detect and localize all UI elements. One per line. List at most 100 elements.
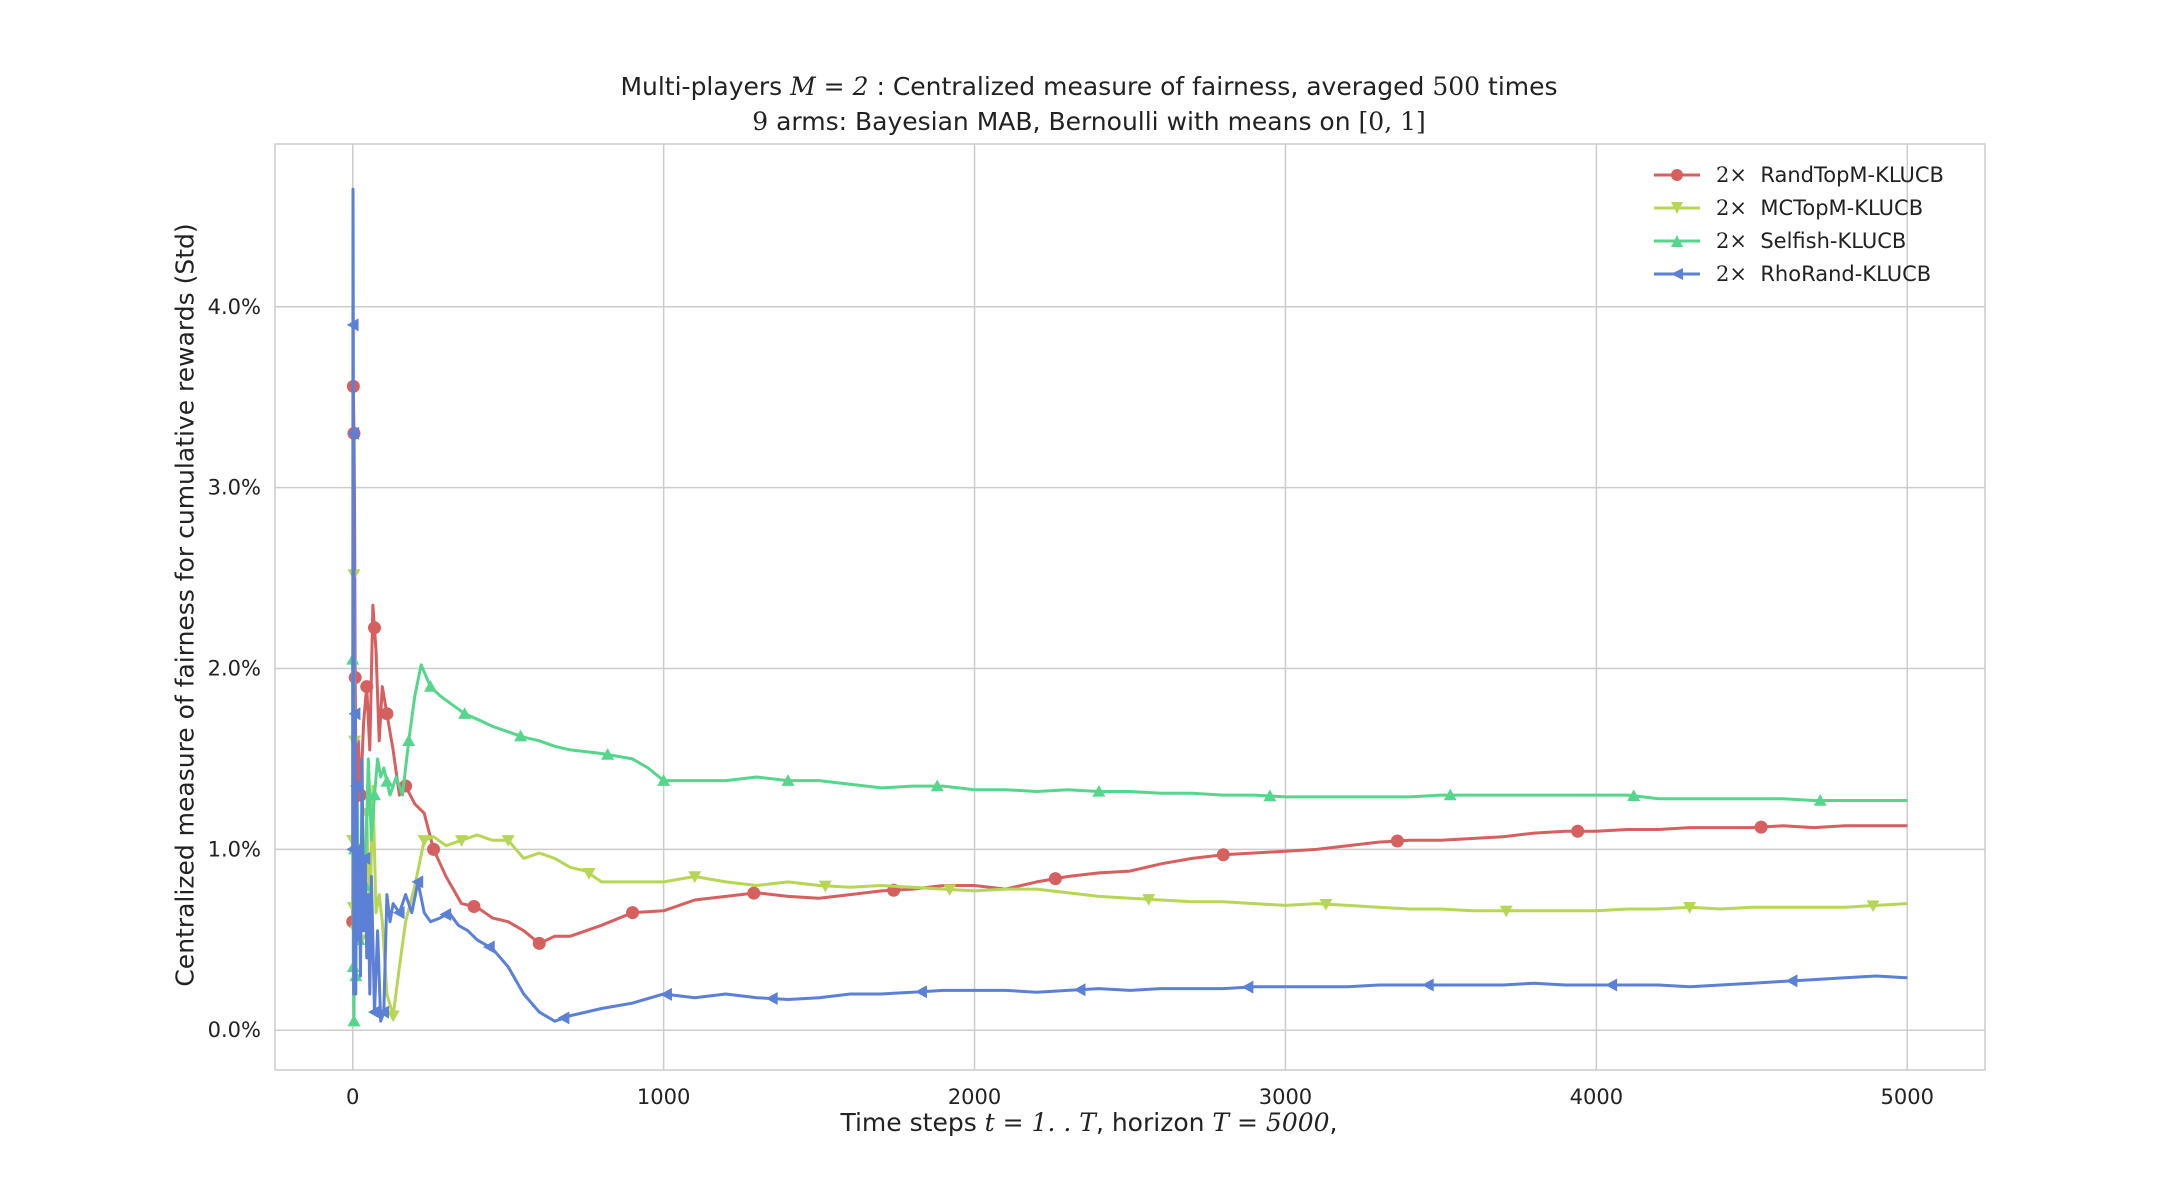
- mctopm-klucb-marker: [1319, 898, 1333, 911]
- rhorand-klucb-marker: [346, 318, 359, 332]
- selfish-klucb-marker: [380, 775, 394, 787]
- mctopm-klucb-marker: [943, 884, 957, 897]
- rhorand-klucb-marker: [1605, 978, 1618, 992]
- plot-background: [274, 143, 1986, 1071]
- legend-swatch-selfish: [1654, 234, 1700, 247]
- series-lines: [346, 187, 1908, 1027]
- rhorand-klucb-marker: [1421, 978, 1434, 992]
- selfish-klucb-marker: [1263, 789, 1277, 802]
- legend-label-rhorand: RhoRand-KLUCB: [1760, 261, 1932, 286]
- rhorand-klucb-marker: [765, 992, 778, 1006]
- rhorand-klucb-marker: [483, 940, 495, 954]
- rhorand-klucb-marker: [439, 907, 452, 921]
- mctopm-klucb-marker: [1866, 900, 1880, 913]
- mctopm-klucb-marker: [1499, 905, 1513, 918]
- randtopm-klucb-marker: [367, 621, 381, 635]
- x-axis-label: Time steps t = 1. . T, horizon T = 5000,: [840, 1108, 1338, 1137]
- rhorand-klucb-marker: [1073, 983, 1086, 997]
- series-randtopm-klucb: [346, 379, 1908, 950]
- selfish-klucb-marker: [657, 774, 671, 786]
- randtopm-klucb-marker: [427, 842, 441, 856]
- series-rhorand-klucb: [346, 187, 1908, 1025]
- chart-title-line-1: Multi-players M = 2 : Centralized measur…: [620, 72, 1558, 101]
- selfish-klucb-marker: [930, 779, 944, 792]
- selfish-klucb-marker: [347, 1014, 361, 1027]
- randtopm-klucb-marker: [1390, 834, 1404, 848]
- x-tick-label: 3000: [1259, 1085, 1312, 1109]
- tick-labels: 0 1000 2000 3000 4000 5000 0.0% 1.0% 2.0% 3.0% 4.0…: [208, 295, 1934, 1109]
- randtopm-klucb-marker: [360, 680, 374, 694]
- mctopm-klucb-marker: [818, 880, 832, 893]
- legend-prefix: 2×: [1716, 228, 1747, 253]
- legend-label-selfish: Selfish-KLUCB: [1760, 228, 1907, 253]
- rhorand-klucb-marker: [349, 779, 362, 793]
- rhorand-klucb-marker: [348, 707, 361, 721]
- rhorand-klucb-marker: [1241, 980, 1254, 994]
- series-line-selfish-klucb: [351, 659, 1908, 1023]
- rhorand-klucb-marker: [557, 1011, 570, 1025]
- rhorand-klucb-marker: [392, 906, 405, 920]
- legend-prefix: 2×: [1716, 261, 1747, 286]
- legend-item-mctopm: 2× MCTopM-KLUCB: [1652, 191, 1944, 224]
- randtopm-klucb-marker: [747, 886, 761, 900]
- legend-prefix: 2×: [1716, 162, 1747, 187]
- y-tick-label: 2.0%: [208, 656, 261, 680]
- x-tick-label: 1000: [637, 1085, 690, 1109]
- legend-prefix: 2×: [1716, 195, 1747, 220]
- selfish-klucb-marker: [423, 680, 437, 692]
- rhorand-klucb-marker: [377, 1005, 390, 1019]
- y-tick-label: 4.0%: [208, 295, 261, 319]
- y-axis-label: Centralized measure of fairness for cumu…: [170, 223, 200, 987]
- mctopm-klucb-marker: [417, 835, 431, 847]
- randtopm-klucb-marker: [626, 906, 640, 920]
- randtopm-klucb-marker: [1754, 820, 1768, 834]
- selfish-klucb-marker: [458, 707, 472, 719]
- legend-label-mctopm: MCTopM-KLUCB: [1760, 195, 1924, 220]
- randtopm-klucb-marker: [532, 936, 546, 950]
- legend-item-randtopm: 2× RandTopM-KLUCB: [1652, 158, 1944, 191]
- rhorand-klucb-marker: [346, 842, 358, 856]
- randtopm-klucb-marker: [1216, 848, 1230, 862]
- legend-swatch-randtopm: [1654, 168, 1700, 181]
- selfish-klucb-marker: [1813, 794, 1827, 806]
- legend-swatch-rhorand: [1654, 267, 1700, 280]
- selfish-klucb-marker: [1443, 788, 1457, 801]
- selfish-klucb-marker: [402, 734, 416, 747]
- randtopm-klucb-marker: [1571, 824, 1585, 838]
- x-tick-label: 5000: [1881, 1085, 1934, 1109]
- mctopm-klucb-marker: [1683, 902, 1697, 914]
- selfish-klucb-marker: [514, 729, 528, 742]
- rhorand-klucb-marker: [411, 875, 424, 889]
- selfish-klucb-marker: [1627, 789, 1641, 802]
- y-tick-label: 3.0%: [208, 476, 261, 500]
- mctopm-klucb-marker: [688, 871, 702, 883]
- series-line-randtopm-klucb: [351, 384, 1908, 945]
- selfish-klucb-marker: [781, 774, 795, 786]
- mctopm-klucb-marker: [386, 1010, 400, 1023]
- rhorand-klucb-marker: [358, 851, 371, 865]
- randtopm-klucb-marker: [1048, 872, 1062, 886]
- mctopm-klucb-marker: [1142, 894, 1156, 906]
- y-tick-label: 1.0%: [208, 837, 261, 861]
- rhorand-klucb-marker: [352, 842, 365, 856]
- rhorand-klucb-marker: [347, 426, 360, 440]
- rhorand-klucb-marker: [915, 985, 927, 999]
- selfish-klucb-marker: [601, 748, 615, 760]
- mctopm-klucb-marker: [582, 868, 596, 880]
- series-line-mctopm-klucb: [351, 572, 1908, 1018]
- rhorand-klucb-marker: [1785, 974, 1798, 988]
- legend-swatch-mctopm: [1654, 201, 1700, 214]
- randtopm-klucb-marker: [380, 707, 394, 721]
- chart-title-line-2: 9 arms: Bayesian MAB, Bernoulli with mea…: [752, 107, 1426, 136]
- x-tick-label: 2000: [948, 1085, 1001, 1109]
- selfish-klucb-marker: [1092, 784, 1106, 797]
- x-tick-label: 4000: [1570, 1085, 1623, 1109]
- rhorand-klucb-marker: [660, 987, 672, 1001]
- y-tick-label: 0.0%: [208, 1018, 261, 1042]
- legend-item-rhorand: 2× RhoRand-KLUCB: [1652, 257, 1944, 290]
- mctopm-klucb-marker: [455, 835, 469, 847]
- rhorand-klucb-marker: [367, 1005, 380, 1019]
- legend: 2× RandTopM-KLUCB 2× MCTopM-KLUCB 2× Sel…: [1652, 158, 1944, 290]
- series-line-rhorand-klucb: [351, 187, 1908, 1023]
